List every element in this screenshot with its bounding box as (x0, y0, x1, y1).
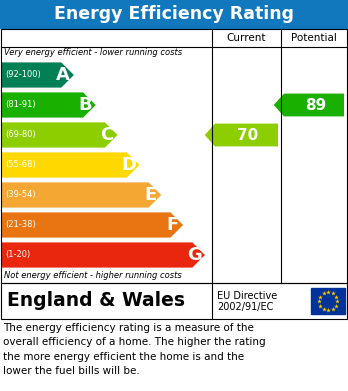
Text: (55-68): (55-68) (5, 160, 36, 170)
Text: Current: Current (227, 33, 266, 43)
Text: Energy Efficiency Rating: Energy Efficiency Rating (54, 5, 294, 23)
Polygon shape (2, 122, 118, 147)
Text: The energy efficiency rating is a measure of the
overall efficiency of a home. T: The energy efficiency rating is a measur… (3, 323, 266, 376)
Text: England & Wales: England & Wales (7, 292, 185, 310)
Polygon shape (274, 93, 344, 117)
Text: F: F (166, 216, 179, 234)
Bar (0, 0, 348, 28)
Text: G: G (187, 246, 201, 264)
Text: E: E (144, 186, 157, 204)
Text: 89: 89 (305, 97, 326, 113)
Text: (39-54): (39-54) (5, 190, 35, 199)
Text: A: A (56, 66, 70, 84)
Polygon shape (2, 92, 96, 118)
Text: Potential: Potential (291, 33, 337, 43)
Polygon shape (2, 242, 205, 267)
Text: (81-91): (81-91) (5, 100, 35, 109)
Polygon shape (2, 152, 140, 178)
Polygon shape (2, 212, 183, 238)
Polygon shape (2, 182, 161, 208)
Polygon shape (2, 63, 74, 88)
Text: 2002/91/EC: 2002/91/EC (217, 302, 274, 312)
Text: (1-20): (1-20) (5, 251, 30, 260)
Text: C: C (100, 126, 113, 144)
Text: 70: 70 (237, 127, 259, 142)
Text: (21-38): (21-38) (5, 221, 36, 230)
Text: EU Directive: EU Directive (217, 291, 277, 301)
Polygon shape (205, 124, 278, 146)
Text: Very energy efficient - lower running costs: Very energy efficient - lower running co… (4, 48, 182, 57)
Bar (1, 283, 347, 319)
Text: D: D (121, 156, 136, 174)
Bar (311, 288, 345, 314)
Text: B: B (78, 96, 92, 114)
Bar (1, 29, 347, 283)
Text: (69-80): (69-80) (5, 131, 36, 140)
Text: (92-100): (92-100) (5, 70, 41, 79)
Text: Not energy efficient - higher running costs: Not energy efficient - higher running co… (4, 271, 182, 280)
